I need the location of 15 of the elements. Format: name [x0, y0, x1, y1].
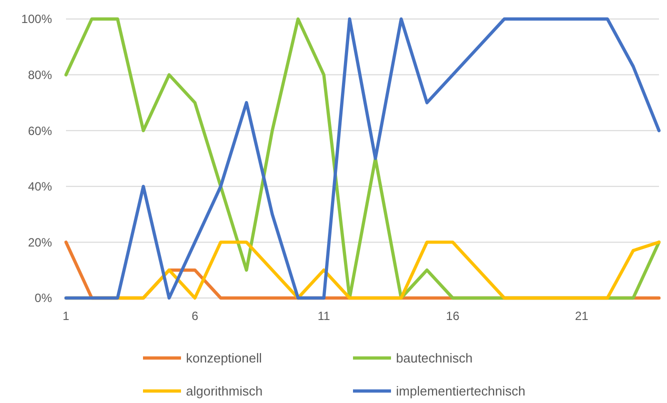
y-tick-label: 0%	[34, 291, 52, 306]
legend-label: bautechnisch	[396, 350, 473, 366]
x-tick-label: 16	[446, 309, 460, 323]
x-tick-label: 1	[62, 309, 70, 323]
legend-label: algorithmisch	[186, 384, 263, 399]
y-tick-label: 20%	[28, 235, 52, 250]
x-tick-label: 21	[574, 309, 589, 323]
x-tick-label: 6	[192, 309, 199, 323]
y-tick-label: 40%	[28, 180, 52, 194]
y-tick-label: 100%	[21, 12, 52, 26]
x-tick-label: 11	[318, 309, 330, 323]
y-tick-label: 80%	[28, 68, 52, 82]
legend-label: konzeptionell	[186, 350, 262, 366]
y-tick-label: 60%	[28, 124, 52, 138]
legend-label: implementiertechnisch	[396, 384, 526, 399]
